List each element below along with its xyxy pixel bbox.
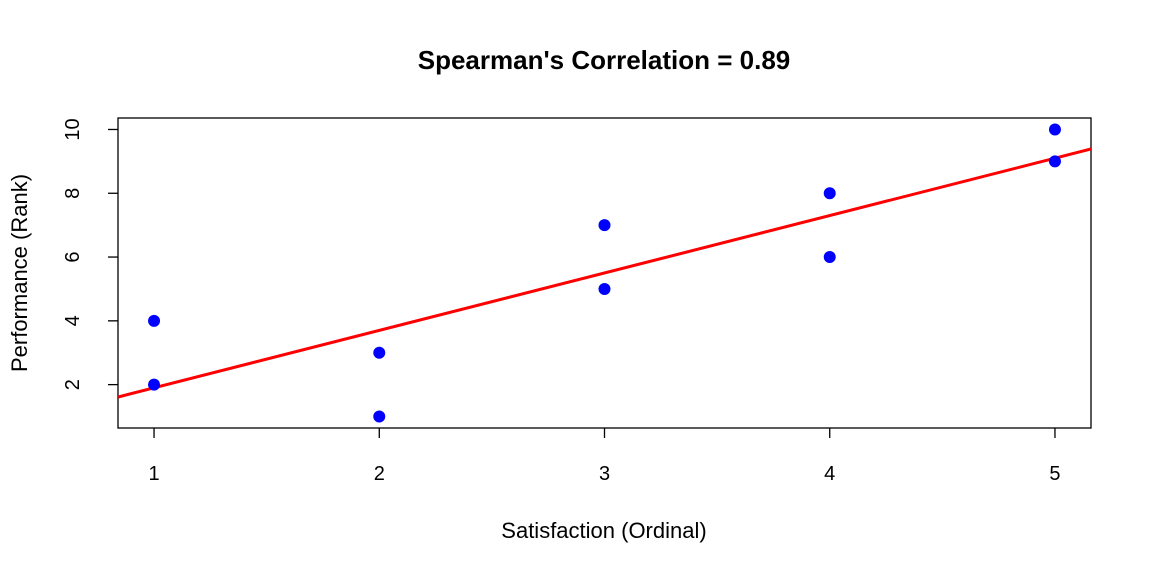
data-point (373, 410, 386, 423)
y-tick-label: 4 (62, 315, 84, 326)
x-tick-label: 3 (599, 463, 610, 485)
data-point (373, 346, 386, 359)
y-tick-label: 2 (62, 379, 84, 390)
y-tick-label: 10 (62, 118, 84, 140)
x-tick-label: 4 (824, 463, 835, 485)
plot-area: 1 2 3 4 5 2 4 6 8 10 (62, 117, 1092, 485)
y-axis-label: Performance (Rank) (7, 174, 32, 372)
data-point (823, 251, 836, 264)
data-point (1048, 155, 1061, 168)
y-tick-label: 8 (62, 188, 84, 199)
data-point (148, 314, 161, 327)
y-tick-label: 6 (62, 251, 84, 262)
data-point (1048, 123, 1061, 136)
x-tick-label: 2 (374, 463, 385, 485)
regression-line (118, 147, 1091, 399)
x-tick-label: 5 (1049, 463, 1060, 485)
chart-title: Spearman's Correlation = 0.89 (418, 45, 791, 75)
x-tick-label: 1 (148, 463, 159, 485)
data-point (598, 219, 611, 232)
data-point (598, 282, 611, 295)
data-point (823, 187, 836, 200)
data-point (148, 378, 161, 391)
x-axis-label: Satisfaction (Ordinal) (501, 518, 706, 543)
